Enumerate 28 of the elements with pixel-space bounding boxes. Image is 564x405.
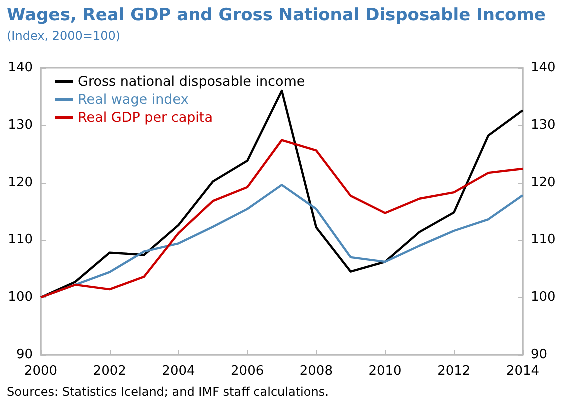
y2-tick-label: 100 — [531, 290, 556, 306]
y2-tick-label: 120 — [531, 175, 556, 190]
y-tick-label: 140 — [8, 60, 33, 76]
x-tick-label: 2004 — [162, 364, 196, 379]
chart-subtitle: (Index, 2000=100) — [7, 29, 121, 43]
line-series — [40, 90, 524, 299]
y-tick-label: 110 — [8, 232, 33, 248]
x-tick-label: 2008 — [300, 364, 333, 379]
y2-tick-label: 90 — [531, 348, 548, 362]
source-note: Sources: Statistics Iceland; and IMF staff calculations. — [7, 385, 329, 399]
x-tick-label: 2012 — [438, 364, 471, 379]
y2-tick-label: 110 — [531, 232, 556, 248]
legend-label: Real wage index — [78, 92, 189, 108]
y-tick-label: 100 — [8, 290, 33, 306]
line-series — [40, 139, 524, 299]
x-tick-label: 2010 — [368, 364, 402, 379]
x-tick-label: 2014 — [506, 364, 540, 379]
y-tick-label: 90 — [16, 348, 33, 362]
x-tick-label: 2000 — [24, 364, 58, 379]
legend-label: Real GDP per capita — [78, 110, 213, 126]
y2-tick-label: 130 — [531, 118, 556, 133]
y-tick-label: 120 — [8, 175, 33, 190]
x-tick-label: 2002 — [93, 364, 126, 379]
y-tick-label: 130 — [8, 118, 33, 133]
x-tick-label: 2006 — [231, 364, 264, 379]
chart-title: Wages, Real GDP and Gross National Disposable Income — [7, 6, 546, 26]
y2-tick-label: 140 — [531, 60, 556, 76]
legend-label: Gross national disposable income — [78, 74, 306, 90]
